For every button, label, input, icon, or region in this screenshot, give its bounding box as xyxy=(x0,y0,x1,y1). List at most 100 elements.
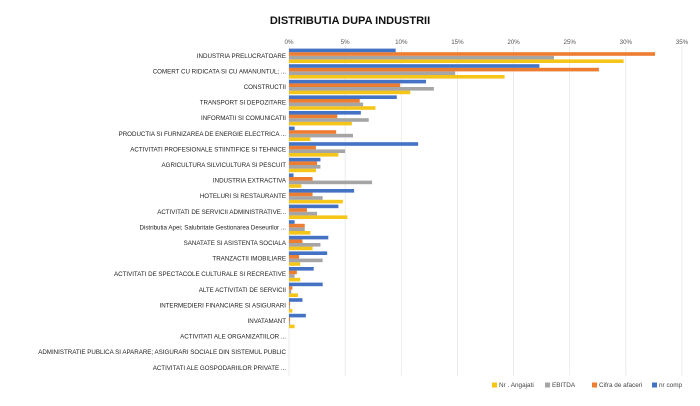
bar xyxy=(289,274,295,278)
bar xyxy=(289,137,311,141)
bar xyxy=(289,267,314,271)
category-label: TRANZACTII IMOBILIARE xyxy=(212,256,286,263)
bar xyxy=(289,165,321,169)
bar xyxy=(289,157,321,162)
bars xyxy=(289,48,656,329)
bar xyxy=(289,90,411,95)
legend-label: Cifra de afaceri xyxy=(599,382,642,389)
bar xyxy=(289,289,292,294)
bar xyxy=(289,59,624,63)
bar xyxy=(289,286,293,290)
category-labels: INDUSTRIA PRELUCRATOARE COMERT CU RIDICAT… xyxy=(38,53,287,372)
bar xyxy=(289,111,361,115)
x-axis-ticks: 0% 5% 10% 15% 20% 25% 30% 35% xyxy=(285,39,689,46)
bar xyxy=(289,270,297,275)
bar xyxy=(289,133,354,138)
bar xyxy=(289,246,313,251)
bar xyxy=(289,199,343,204)
category-label: ALTE ACTIVITATI DE SERVICII xyxy=(199,287,286,294)
bar xyxy=(289,106,376,110)
category-label: Distributia Apei; Salubritate Gestionare… xyxy=(139,224,286,231)
legend-swatch xyxy=(652,382,657,388)
bar xyxy=(289,126,295,131)
bar xyxy=(289,301,291,306)
x-tick-label: 15% xyxy=(451,39,464,46)
bar xyxy=(289,220,295,224)
category-label: ACTIVITATI DE SERVICII ADMINISTRATIVE... xyxy=(157,209,286,216)
legend-label: EBITDA xyxy=(552,382,576,389)
legend: Nr . Angajati EBITDA Cifra de afaceri nr co… xyxy=(492,382,683,389)
category-label: INTERMEDIERI FINANCIARE SI ASIGURARI xyxy=(159,302,286,309)
bar xyxy=(289,255,300,259)
bar xyxy=(289,305,291,309)
bar xyxy=(289,145,316,150)
bar xyxy=(289,118,369,122)
category-label: HOTELURI SI RESTAURANTE xyxy=(200,193,286,200)
category-label: ACTIVITATI ALE ORGANIZATIILOR ... xyxy=(180,334,286,341)
bar xyxy=(289,317,291,321)
bar xyxy=(289,313,306,318)
bar xyxy=(289,243,321,247)
category-label: PRODUCTIA SI FURNIZAREA DE ENERGIE ELECT… xyxy=(119,131,287,138)
bar xyxy=(289,251,328,255)
bar xyxy=(289,208,307,212)
x-tick-label: 0% xyxy=(285,39,294,46)
category-label: INDUSTRIA PRELUCRATOARE xyxy=(197,53,286,60)
category-label: SANATATE SI ASISTENTA SOCIALA xyxy=(184,240,287,247)
x-tick-label: 20% xyxy=(507,39,520,46)
x-tick-label: 30% xyxy=(620,39,633,46)
category-label: CONSTRUCTII xyxy=(244,84,287,91)
bar xyxy=(289,161,318,165)
bar xyxy=(289,130,337,134)
bar xyxy=(289,83,401,87)
bar xyxy=(289,196,323,200)
bar xyxy=(289,223,305,228)
bar xyxy=(289,149,346,153)
category-label: INDUSTRIA EXTRACTIVA xyxy=(213,178,287,185)
legend-swatch xyxy=(492,382,497,388)
bar xyxy=(289,180,373,185)
bar xyxy=(289,262,301,266)
bar xyxy=(289,309,293,313)
bar xyxy=(289,298,303,302)
category-label: ACTIVITATI DE SPECTACOLE CULTURALE SI RE… xyxy=(114,271,286,278)
bar xyxy=(289,192,313,197)
bar xyxy=(289,55,554,60)
legend-label: Nr . Angajati xyxy=(499,382,534,389)
bar xyxy=(289,99,360,103)
bar xyxy=(289,52,656,56)
category-label: AGRICULTURA SILVICULTURA SI PESCUIT xyxy=(162,162,287,169)
bar xyxy=(289,231,311,235)
x-tick-label: 5% xyxy=(341,39,350,46)
bar xyxy=(289,239,303,243)
chart-title: DISTRIBUTIA DUPA INDUSTRII xyxy=(270,15,430,27)
legend-label: nr comp xyxy=(659,382,683,389)
x-tick-label: 10% xyxy=(395,39,408,46)
category-label: TRANSPORT SI DEPOZITARE xyxy=(200,100,286,107)
bar xyxy=(289,189,355,193)
legend-swatch xyxy=(592,382,597,388)
bar xyxy=(289,324,295,329)
category-label: ADMINISTRATIE PUBLICA SI APARARE; ASIGUR… xyxy=(38,349,286,356)
bar xyxy=(289,177,313,181)
legend-swatch xyxy=(545,382,550,388)
bar xyxy=(289,121,352,126)
bar xyxy=(289,293,298,297)
bar xyxy=(289,321,291,325)
bar xyxy=(289,114,338,119)
bar xyxy=(289,71,456,75)
bar xyxy=(289,168,316,173)
category-label: INVATAMANT xyxy=(248,318,287,325)
bar xyxy=(289,211,318,216)
bar xyxy=(289,227,305,231)
category-label: INFORMATII SI COMUNICATII xyxy=(201,115,286,122)
category-label: COMERT CU RIDICATA SI CU AMANUNTUL; ... xyxy=(153,68,287,75)
category-label: ACTIVITATI PROFESIONALE STIINTIFICE SI T… xyxy=(130,146,286,153)
bar xyxy=(289,184,302,188)
x-tick-label: 25% xyxy=(564,39,577,46)
bar xyxy=(289,79,426,84)
bar xyxy=(289,153,339,157)
bar xyxy=(289,102,364,107)
bar xyxy=(289,87,434,91)
